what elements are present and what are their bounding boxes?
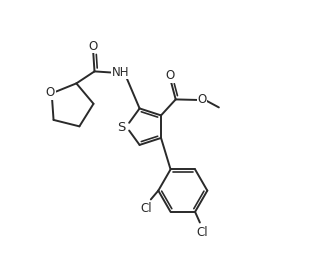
Text: NH: NH — [112, 66, 129, 79]
Text: Cl: Cl — [140, 202, 152, 215]
Text: O: O — [89, 40, 98, 52]
Text: Cl: Cl — [197, 225, 208, 239]
Text: S: S — [117, 121, 125, 134]
Text: O: O — [197, 93, 206, 106]
Text: O: O — [166, 69, 175, 82]
Text: O: O — [46, 86, 55, 99]
